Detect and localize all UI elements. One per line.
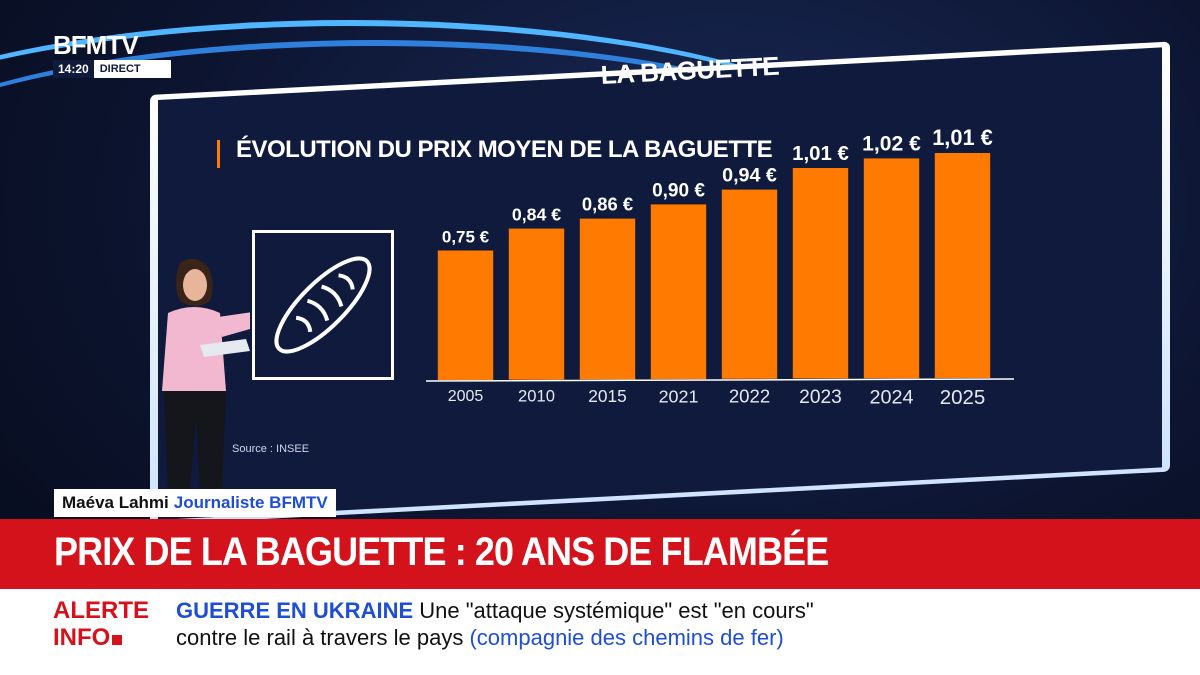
x-tick-label: 2010 [518, 386, 555, 405]
bar-value-label: 1,01 € [932, 125, 993, 150]
bar-value-label: 1,01 € [792, 143, 849, 165]
x-axis-line [425, 378, 1015, 382]
ticker-text1: Une "attaque systémique" est "en cours" [419, 598, 814, 623]
channel-name: BFMTV [53, 30, 139, 60]
decor-arc [0, 40, 900, 326]
clock-time: 14:20 [53, 60, 94, 78]
live-label: DIRECT [99, 63, 141, 75]
bar-value-label: 0,86 € [582, 194, 633, 215]
presenter-role: Journaliste BFMTV [173, 493, 328, 512]
bar [792, 168, 849, 379]
ticker-text: GUERRE EN UKRAINE Une "attaque systémiqu… [176, 597, 814, 651]
ticker-line2: contre le rail à travers le pays (compag… [176, 624, 814, 651]
bar [721, 189, 778, 379]
ticker-line1: GUERRE EN UKRAINE Une "attaque systémiqu… [176, 597, 814, 624]
bar [934, 153, 991, 378]
bar [437, 250, 494, 380]
chart-title: ÉVOLUTION DU PRIX MOYEN DE LA BAGUETTE [236, 136, 773, 163]
bar-value-label: 1,02 € [862, 132, 921, 155]
baguette-icon [252, 230, 394, 380]
alert-line2: INFO [53, 624, 111, 651]
decor-arc [0, 20, 900, 326]
ticker-text2: contre le rail à travers le pays [176, 625, 464, 650]
bar-value-label: 0,75 € [442, 228, 490, 247]
x-tick-label: 2021 [659, 386, 699, 406]
baguette-icon-drawing [274, 256, 372, 354]
alert-square-icon [112, 635, 123, 645]
ticker-paren: (compagnie des chemins de fer) [469, 625, 784, 650]
x-tick-label: 2025 [940, 386, 986, 409]
alert-line1: ALERTE [53, 597, 149, 624]
title-accent-bar [217, 140, 220, 168]
x-tick-label: 2024 [869, 387, 913, 409]
x-tick-label: 2023 [799, 387, 842, 408]
alert-badge: ALERTE INFO [53, 597, 149, 651]
bar [579, 218, 636, 380]
chart-source: Source : INSEE [232, 443, 310, 455]
main-headline: PRIX DE LA BAGUETTE : 20 ANS DE FLAMBÉE [54, 530, 829, 574]
channel-logo: BFMTV 14:20 DIRECT [53, 30, 173, 78]
bar [508, 228, 565, 380]
x-tick-label: 2022 [729, 386, 770, 407]
bar-value-label: 0,94 € [722, 165, 777, 187]
ticker-bar [0, 589, 1200, 675]
presenter-name: Maéva Lahmi [62, 493, 169, 512]
x-tick-label: 2005 [448, 388, 484, 405]
bar-value-label: 0,84 € [512, 205, 561, 225]
name-strap: Maéva Lahmi Journaliste BFMTV [54, 489, 336, 517]
bar [650, 204, 707, 380]
headline-bar [0, 519, 1200, 589]
ticker-topic: GUERRE EN UKRAINE [176, 598, 414, 623]
clock-strip: 14:20 DIRECT [53, 60, 171, 78]
alert-line2-wrap: INFO [53, 624, 149, 651]
presenter-figure [162, 258, 250, 489]
x-tick-label: 2015 [588, 386, 626, 406]
bar [863, 158, 920, 379]
bar-value-label: 0,90 € [652, 180, 705, 201]
